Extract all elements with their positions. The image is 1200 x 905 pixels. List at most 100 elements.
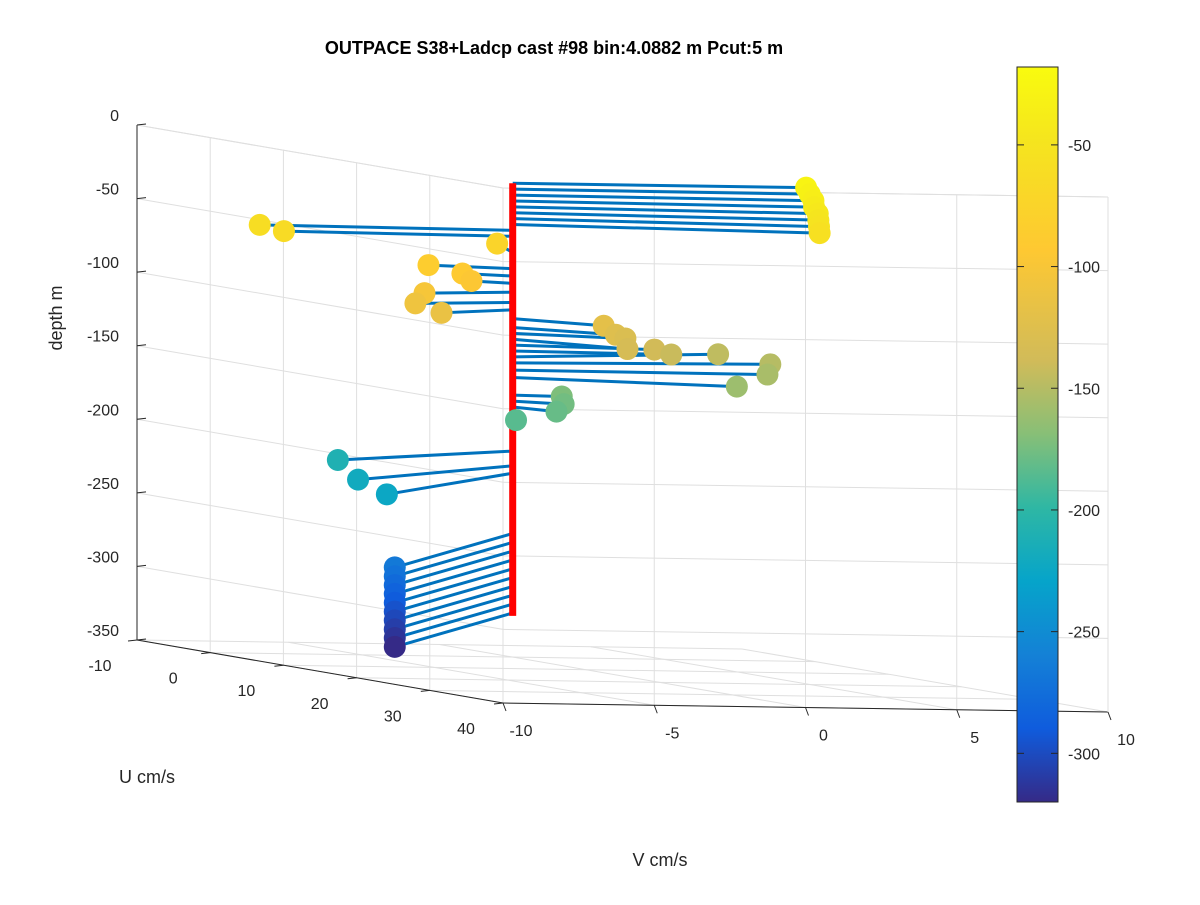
grid-line-back-z: [502, 261, 1109, 272]
y-tick-mark: [493, 702, 504, 705]
z-tick-mark: [136, 491, 147, 494]
y-tick-label: 10: [238, 683, 256, 700]
z-tick-mark: [136, 638, 147, 641]
y-axis-label: U cm/s: [119, 767, 175, 787]
velocity-stick: [394, 558, 514, 596]
grid-line-left-z: [136, 565, 504, 630]
velocity-point: [756, 363, 779, 386]
velocity-stick: [283, 229, 513, 238]
grid-layer: [136, 124, 1109, 713]
grid-line-back-z: [502, 408, 1109, 419]
velocity-stick: [394, 532, 514, 569]
z-tick-label: -300: [87, 549, 119, 566]
z-tick-mark: [136, 197, 147, 200]
x-tick-mark: [502, 702, 507, 712]
colorbar-tick-label: -50: [1068, 138, 1091, 155]
grid-line-floor-u: [283, 664, 889, 675]
z-tick-label: -350: [87, 623, 119, 640]
grid-line-floor-u: [136, 639, 743, 650]
z-tick-label: -150: [87, 329, 119, 346]
tick-layer: 0-50-100-150-200-250-300-350-10010203040…: [87, 108, 1135, 749]
velocity-stick: [512, 376, 737, 389]
x-tick-mark: [653, 705, 658, 714]
grid-line-back-z: [502, 555, 1109, 566]
axes-layer: [136, 124, 1109, 713]
z-tick-mark: [136, 344, 147, 347]
velocity-stick: [394, 576, 514, 614]
y-tick-label: 0: [169, 671, 178, 688]
grid-line-left-z: [136, 198, 504, 263]
velocity-point: [326, 449, 349, 472]
velocity-point: [643, 338, 666, 361]
velocity-stick: [394, 593, 514, 631]
z-tick-mark: [136, 123, 147, 126]
velocity-point: [505, 409, 528, 432]
velocity-stick: [512, 317, 604, 328]
grid-line-floor-u: [210, 652, 816, 663]
x-tick-label: -10: [509, 723, 532, 740]
velocity-point: [486, 232, 509, 255]
grid-line-floor-u: [356, 677, 962, 688]
z-tick-mark: [136, 564, 147, 567]
velocity-stick: [394, 549, 514, 587]
velocity-stick: [394, 602, 514, 640]
velocity-point: [375, 483, 398, 506]
y-tick-mark: [420, 689, 430, 692]
velocity-stick: [259, 223, 513, 232]
y-tick-label: 40: [457, 721, 475, 738]
velocity-stick: [394, 585, 514, 622]
colorbar-gradient: [1016, 66, 1059, 803]
data-layer: [248, 176, 831, 658]
colorbar-tick-label: -100: [1068, 260, 1100, 277]
velocity-point: [616, 338, 639, 361]
y-tick-mark: [274, 664, 284, 667]
velocity-point: [430, 301, 453, 324]
velocity-stick: [512, 199, 815, 209]
velocity-stick: [512, 187, 810, 196]
velocity-point: [417, 254, 440, 277]
velocity-point: [383, 635, 406, 658]
z-tick-label: 0: [110, 108, 119, 125]
velocity-stick: [386, 471, 513, 496]
box-edge: [136, 124, 504, 189]
velocity-stick: [337, 449, 513, 462]
velocity-point: [808, 222, 831, 245]
y-axis-line: [136, 639, 504, 704]
x-tick-label: 10: [1117, 732, 1135, 749]
x-axis-label: V cm/s: [632, 850, 687, 870]
velocity-point: [347, 468, 370, 491]
grid-line-floor-v: [439, 644, 806, 708]
velocity-stick: [512, 217, 820, 229]
x-tick-mark: [805, 707, 809, 716]
velocity-point: [660, 343, 683, 366]
z-tick-mark: [136, 417, 147, 420]
z-tick-label: -100: [87, 255, 119, 272]
velocity-stick: [441, 308, 513, 315]
grid-line-left-z: [136, 345, 504, 410]
grid-line-back-z: [502, 628, 1109, 639]
velocity-stick: [394, 540, 514, 578]
colorbar-tick-label: -300: [1068, 746, 1100, 763]
colorbar: -50 -100 -150 -200 -250 -300: [1016, 66, 1100, 803]
y-tick-label: 20: [311, 696, 329, 713]
grid-line-floor-v: [288, 641, 655, 706]
y-tick-mark: [347, 677, 357, 680]
colorbar-tick-label: -150: [1068, 381, 1100, 398]
grid-line-left-z: [136, 492, 504, 557]
velocity-stick: [357, 464, 513, 482]
velocity-point: [545, 400, 568, 423]
grid-line-left-z: [136, 271, 504, 336]
velocity-point: [404, 292, 427, 315]
velocity-point: [707, 343, 730, 366]
y-tick-mark: [201, 652, 211, 655]
x-tick-mark: [1107, 711, 1112, 721]
y-tick-label: 30: [384, 708, 402, 725]
z-tick-label: -200: [87, 402, 119, 419]
x-tick-label: 5: [970, 730, 979, 747]
chart-title: OUTPACE S38+Ladcp cast #98 bin:4.0882 m …: [325, 38, 783, 58]
velocity-stick: [512, 223, 820, 235]
grid-line-floor-v: [590, 646, 957, 711]
colorbar-tick-label: -200: [1068, 503, 1100, 520]
